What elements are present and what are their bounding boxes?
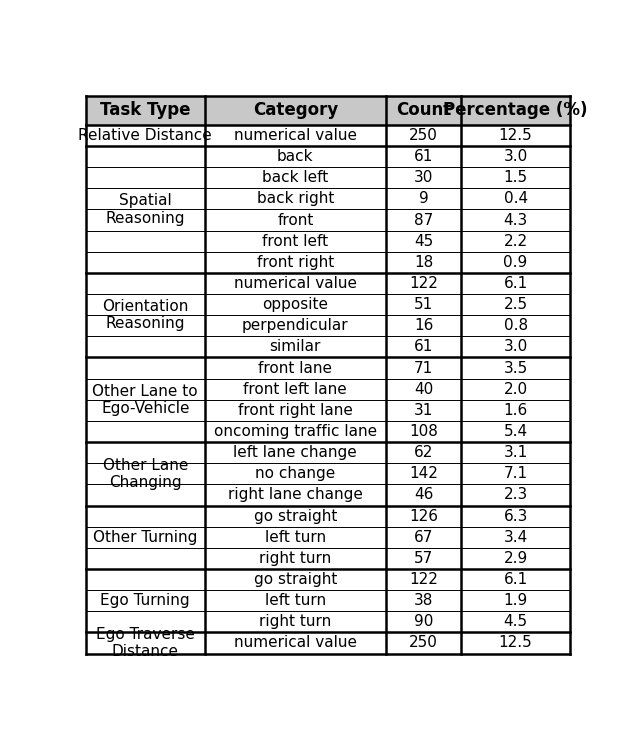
Text: 0.9: 0.9: [504, 255, 528, 270]
Text: 87: 87: [414, 212, 433, 228]
Text: back: back: [277, 149, 314, 164]
Text: go straight: go straight: [253, 508, 337, 524]
Text: front: front: [277, 212, 314, 228]
Text: Percentage (%): Percentage (%): [444, 102, 588, 119]
Text: 45: 45: [414, 234, 433, 249]
Text: 4.5: 4.5: [504, 614, 527, 629]
Text: 40: 40: [414, 381, 433, 397]
Text: 0.4: 0.4: [504, 191, 527, 206]
Text: front lane: front lane: [259, 361, 332, 375]
Text: Ego Traverse
Distance: Ego Traverse Distance: [96, 627, 195, 659]
Text: right lane change: right lane change: [228, 487, 363, 502]
Text: 46: 46: [414, 487, 433, 502]
Text: 142: 142: [409, 466, 438, 482]
Text: opposite: opposite: [262, 297, 328, 312]
Text: 38: 38: [414, 593, 433, 608]
Text: similar: similar: [269, 339, 321, 355]
Text: 6.1: 6.1: [504, 572, 528, 587]
Text: left turn: left turn: [265, 593, 326, 608]
Text: 12.5: 12.5: [499, 635, 532, 651]
Text: Other Turning: Other Turning: [93, 530, 198, 545]
Text: left turn: left turn: [265, 530, 326, 545]
Text: 126: 126: [409, 508, 438, 524]
Text: 57: 57: [414, 551, 433, 566]
Text: 1.6: 1.6: [504, 403, 528, 418]
Bar: [86, 96, 570, 125]
Text: 18: 18: [414, 255, 433, 270]
Text: 2.3: 2.3: [504, 487, 528, 502]
Text: no change: no change: [255, 466, 335, 482]
Text: 16: 16: [414, 318, 433, 333]
Text: back left: back left: [262, 170, 328, 186]
Text: front left: front left: [262, 234, 328, 249]
Text: 62: 62: [414, 445, 433, 460]
Text: 71: 71: [414, 361, 433, 375]
Text: right turn: right turn: [259, 551, 332, 566]
Text: 90: 90: [414, 614, 433, 629]
Text: 67: 67: [414, 530, 433, 545]
Text: 7.1: 7.1: [504, 466, 527, 482]
Text: 3.0: 3.0: [504, 149, 528, 164]
Text: numerical value: numerical value: [234, 635, 357, 651]
Text: Category: Category: [253, 102, 338, 119]
Text: numerical value: numerical value: [234, 128, 357, 143]
Text: numerical value: numerical value: [234, 276, 357, 291]
Text: 3.1: 3.1: [504, 445, 528, 460]
Text: 61: 61: [414, 339, 433, 355]
Text: 3.5: 3.5: [504, 361, 528, 375]
Text: Relative Distance: Relative Distance: [78, 128, 212, 143]
Text: 2.9: 2.9: [504, 551, 528, 566]
Text: Count: Count: [396, 102, 451, 119]
Text: 250: 250: [409, 635, 438, 651]
Text: 30: 30: [414, 170, 433, 186]
Text: Task Type: Task Type: [100, 102, 191, 119]
Text: perpendicular: perpendicular: [242, 318, 349, 333]
Text: Orientation
Reasoning: Orientation Reasoning: [102, 299, 188, 332]
Text: 122: 122: [409, 276, 438, 291]
Text: back right: back right: [257, 191, 334, 206]
Text: front left lane: front left lane: [243, 381, 347, 397]
Text: 5.4: 5.4: [504, 424, 527, 439]
Text: front right lane: front right lane: [238, 403, 353, 418]
Text: 2.2: 2.2: [504, 234, 527, 249]
Text: 1.5: 1.5: [504, 170, 527, 186]
Text: 0.8: 0.8: [504, 318, 527, 333]
Text: 2.5: 2.5: [504, 297, 527, 312]
Text: 61: 61: [414, 149, 433, 164]
Text: 4.3: 4.3: [504, 212, 528, 228]
Text: 12.5: 12.5: [499, 128, 532, 143]
Text: 2.0: 2.0: [504, 381, 527, 397]
Text: 51: 51: [414, 297, 433, 312]
Text: 3.4: 3.4: [504, 530, 528, 545]
Text: right turn: right turn: [259, 614, 332, 629]
Text: front right: front right: [257, 255, 334, 270]
Text: 122: 122: [409, 572, 438, 587]
Text: Ego Turning: Ego Turning: [100, 593, 190, 608]
Text: 9: 9: [419, 191, 429, 206]
Text: 250: 250: [409, 128, 438, 143]
Text: Other Lane to
Ego-Vehicle: Other Lane to Ego-Vehicle: [92, 384, 198, 416]
Text: 6.3: 6.3: [504, 508, 528, 524]
Text: 31: 31: [414, 403, 433, 418]
Text: Other Lane
Changing: Other Lane Changing: [102, 458, 188, 490]
Text: left lane change: left lane change: [234, 445, 357, 460]
Text: 3.0: 3.0: [504, 339, 528, 355]
Text: go straight: go straight: [253, 572, 337, 587]
Text: 108: 108: [409, 424, 438, 439]
Text: 6.1: 6.1: [504, 276, 528, 291]
Text: oncoming traffic lane: oncoming traffic lane: [214, 424, 377, 439]
Text: Spatial
Reasoning: Spatial Reasoning: [106, 193, 185, 226]
Text: 1.9: 1.9: [504, 593, 528, 608]
